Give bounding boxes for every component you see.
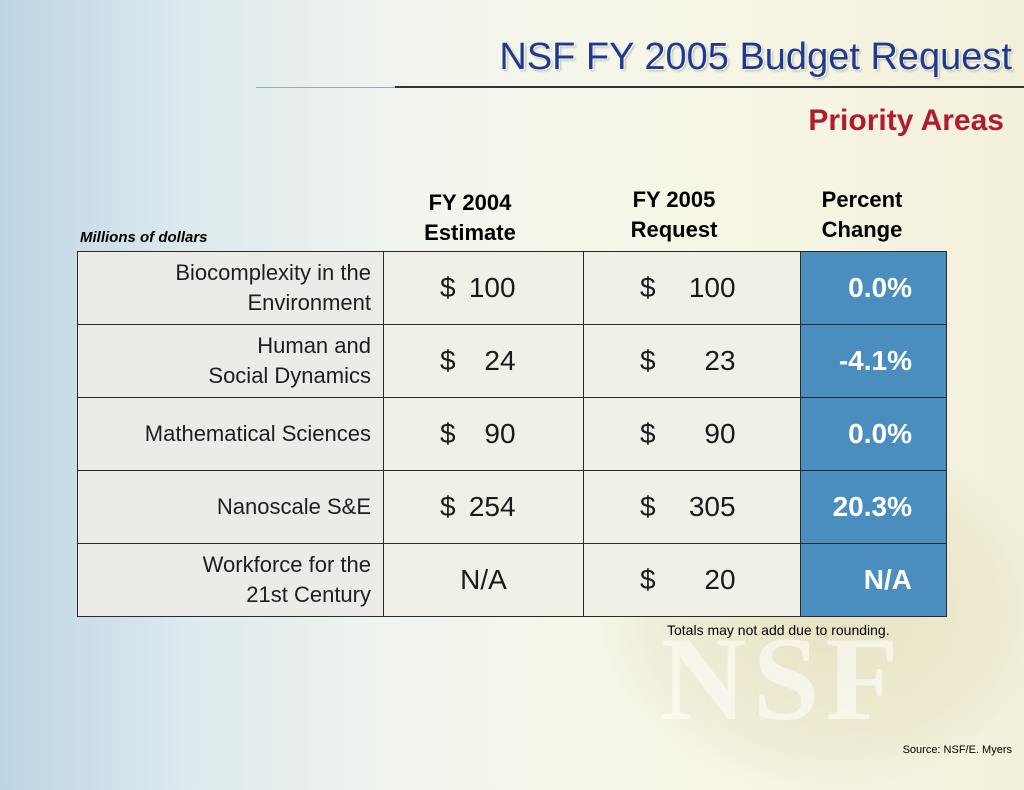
percent-change-cell: -4.1% — [800, 324, 947, 398]
fy2004-cell: N/A — [383, 543, 584, 617]
currency-symbol: $ — [640, 272, 656, 303]
slide-subtitle: Priority Areas — [808, 104, 1004, 137]
header-percent-change: Percent Change — [806, 185, 918, 245]
table-row: Workforce for the 21st Century N/A $20 N… — [77, 543, 947, 617]
header-fy2005-line2: Request — [630, 217, 718, 242]
fy2005-value: 20 — [704, 564, 736, 595]
table-row: Nanoscale S&E $254 $305 20.3% — [77, 470, 947, 544]
fy2005-value: 23 — [704, 345, 736, 376]
currency-symbol: $ — [440, 272, 456, 303]
fy2005-cell: $90 — [583, 397, 801, 471]
units-label: Millions of dollars — [80, 229, 208, 246]
currency-symbol: $ — [640, 345, 656, 376]
fy2005-cell: $305 — [583, 470, 801, 544]
fy2005-cell: $100 — [583, 251, 801, 325]
table-row: Mathematical Sciences $90 $90 0.0% — [77, 397, 947, 471]
fy2004-value: 100 — [468, 272, 516, 303]
currency-symbol: $ — [440, 491, 456, 522]
percent-change-cell: N/A — [800, 543, 947, 617]
area-label-line: Human and — [257, 333, 371, 358]
fy2004-value: N/A — [460, 564, 507, 595]
percent-change-cell: 0.0% — [800, 397, 947, 471]
fy2005-value: 100 — [688, 272, 736, 303]
rounding-footnote: Totals may not add due to rounding. — [667, 622, 890, 638]
area-cell: Mathematical Sciences — [77, 397, 384, 471]
currency-symbol: $ — [640, 418, 656, 449]
fy2004-value: 254 — [468, 491, 516, 522]
fy2005-value: 305 — [688, 491, 736, 522]
area-label-line: Biocomplexity in the — [175, 260, 371, 285]
fy2005-cell: $23 — [583, 324, 801, 398]
area-label-line: Social Dynamics — [208, 363, 371, 388]
title-rule-faint — [256, 87, 396, 88]
fy2005-value: 90 — [704, 418, 736, 449]
percent-change-cell: 20.3% — [800, 470, 947, 544]
table-row: Biocomplexity in the Environment $100 $1… — [77, 251, 947, 325]
currency-symbol: $ — [640, 491, 656, 522]
slide-title: NSF FY 2005 Budget Request — [499, 36, 1012, 78]
fy2005-cell: $20 — [583, 543, 801, 617]
currency-symbol: $ — [440, 418, 456, 449]
header-fy2005: FY 2005 Request — [618, 185, 730, 245]
currency-symbol: $ — [640, 564, 656, 595]
area-label-line: Environment — [247, 290, 371, 315]
area-cell: Nanoscale S&E — [77, 470, 384, 544]
area-cell: Workforce for the 21st Century — [77, 543, 384, 617]
header-fy2004: FY 2004 Estimate — [416, 188, 524, 248]
table-row: Human and Social Dynamics $24 $23 -4.1% — [77, 324, 947, 398]
fy2004-cell: $100 — [383, 251, 584, 325]
header-pct-line1: Percent — [821, 187, 903, 212]
area-label-line: Mathematical Sciences — [144, 421, 371, 446]
header-pct-line2: Change — [821, 217, 903, 242]
fy2004-cell: $254 — [383, 470, 584, 544]
source-credit: Source: NSF/E. Myers — [902, 744, 1012, 756]
title-rule — [395, 86, 1024, 88]
area-label-line: Nanoscale S&E — [216, 494, 371, 519]
fy2004-value: 90 — [484, 418, 516, 449]
fy2004-value: 24 — [484, 345, 516, 376]
area-label-line: Workforce for the — [202, 552, 371, 577]
header-fy2004-line2: Estimate — [424, 220, 516, 245]
area-cell: Human and Social Dynamics — [77, 324, 384, 398]
area-cell: Biocomplexity in the Environment — [77, 251, 384, 325]
fy2004-cell: $24 — [383, 324, 584, 398]
currency-symbol: $ — [440, 345, 456, 376]
header-fy2004-line1: FY 2004 — [428, 190, 512, 215]
percent-change-cell: 0.0% — [800, 251, 947, 325]
watermark-logo: NSF — [660, 612, 905, 745]
budget-table: Biocomplexity in the Environment $100 $1… — [77, 251, 947, 617]
fy2004-cell: $90 — [383, 397, 584, 471]
header-fy2005-line1: FY 2005 — [632, 187, 716, 212]
area-label-line: 21st Century — [246, 582, 371, 607]
